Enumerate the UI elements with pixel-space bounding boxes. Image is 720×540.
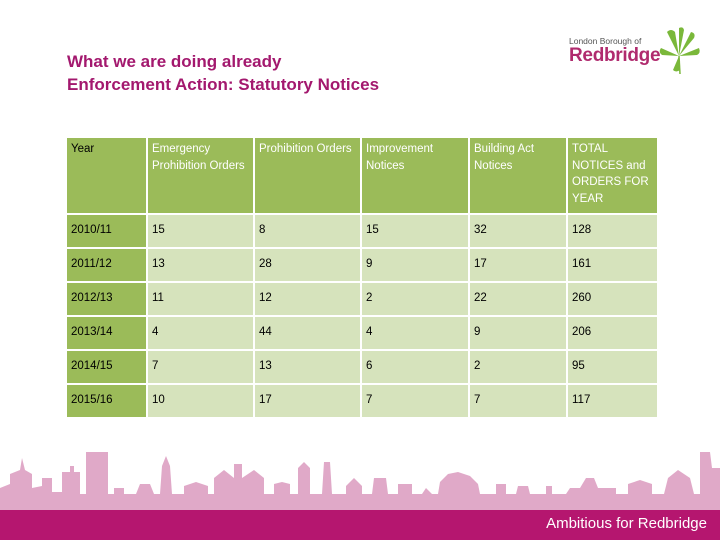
footer-tagline: Ambitious for Redbridge <box>546 515 707 532</box>
table-row: 2013/14 4 44 4 9 206 <box>67 317 657 349</box>
logo-name: Redbridge <box>569 45 661 66</box>
cell-building-act-notices: 7 <box>470 385 566 417</box>
cell-total: 117 <box>568 385 657 417</box>
slide-title-line-1: What we are doing already <box>67 52 282 71</box>
cell-improvement-notices: 7 <box>362 385 468 417</box>
cell-improvement-notices: 9 <box>362 249 468 281</box>
cell-total: 161 <box>568 249 657 281</box>
statutory-notices-table: Year Emergency Prohibition Orders Prohib… <box>65 136 659 419</box>
header-prohibition-orders: Prohibition Orders <box>255 138 360 213</box>
cell-prohibition-orders: 12 <box>255 283 360 315</box>
cell-year: 2013/14 <box>67 317 146 349</box>
table-row: 2012/13 11 12 2 22 260 <box>67 283 657 315</box>
cell-emergency-prohibition-orders: 15 <box>148 215 253 247</box>
footer-bar: Ambitious for Redbridge <box>0 510 720 540</box>
table-header-row: Year Emergency Prohibition Orders Prohib… <box>67 138 657 213</box>
cell-year: 2015/16 <box>67 385 146 417</box>
cell-total: 206 <box>568 317 657 349</box>
cell-emergency-prohibition-orders: 10 <box>148 385 253 417</box>
cell-prohibition-orders: 28 <box>255 249 360 281</box>
cell-year: 2011/12 <box>67 249 146 281</box>
header-year: Year <box>67 138 146 213</box>
cell-building-act-notices: 22 <box>470 283 566 315</box>
cell-year: 2014/15 <box>67 351 146 383</box>
cell-improvement-notices: 2 <box>362 283 468 315</box>
borough-skyline-illustration <box>0 452 720 510</box>
cell-year: 2010/11 <box>67 215 146 247</box>
cell-prohibition-orders: 13 <box>255 351 360 383</box>
cell-improvement-notices: 15 <box>362 215 468 247</box>
header-total: TOTAL NOTICES and ORDERS FOR YEAR <box>568 138 657 213</box>
table-row: 2010/11 15 8 15 32 128 <box>67 215 657 247</box>
cell-improvement-notices: 6 <box>362 351 468 383</box>
cell-building-act-notices: 9 <box>470 317 566 349</box>
redbridge-logo: London Borough of Redbridge <box>569 27 700 83</box>
cell-year: 2012/13 <box>67 283 146 315</box>
cell-emergency-prohibition-orders: 4 <box>148 317 253 349</box>
cell-building-act-notices: 32 <box>470 215 566 247</box>
logo-subtitle: London Borough of <box>569 36 642 46</box>
cell-prohibition-orders: 17 <box>255 385 360 417</box>
cell-improvement-notices: 4 <box>362 317 468 349</box>
slide-title: What we are doing already Enforcement Ac… <box>67 50 379 96</box>
slide-title-line-2: Enforcement Action: Statutory Notices <box>67 75 380 94</box>
cell-total: 95 <box>568 351 657 383</box>
cell-emergency-prohibition-orders: 7 <box>148 351 253 383</box>
cell-emergency-prohibition-orders: 13 <box>148 249 253 281</box>
header-emergency-prohibition-orders: Emergency Prohibition Orders <box>148 138 253 213</box>
cell-prohibition-orders: 8 <box>255 215 360 247</box>
header-building-act-notices: Building Act Notices <box>470 138 566 213</box>
header-improvement-notices: Improvement Notices <box>362 138 468 213</box>
cell-total: 128 <box>568 215 657 247</box>
table-row: 2014/15 7 13 6 2 95 <box>67 351 657 383</box>
chestnut-leaf-icon <box>659 27 700 75</box>
cell-total: 260 <box>568 283 657 315</box>
cell-building-act-notices: 2 <box>470 351 566 383</box>
cell-building-act-notices: 17 <box>470 249 566 281</box>
cell-emergency-prohibition-orders: 11 <box>148 283 253 315</box>
table-row: 2015/16 10 17 7 7 117 <box>67 385 657 417</box>
table-row: 2011/12 13 28 9 17 161 <box>67 249 657 281</box>
cell-prohibition-orders: 44 <box>255 317 360 349</box>
